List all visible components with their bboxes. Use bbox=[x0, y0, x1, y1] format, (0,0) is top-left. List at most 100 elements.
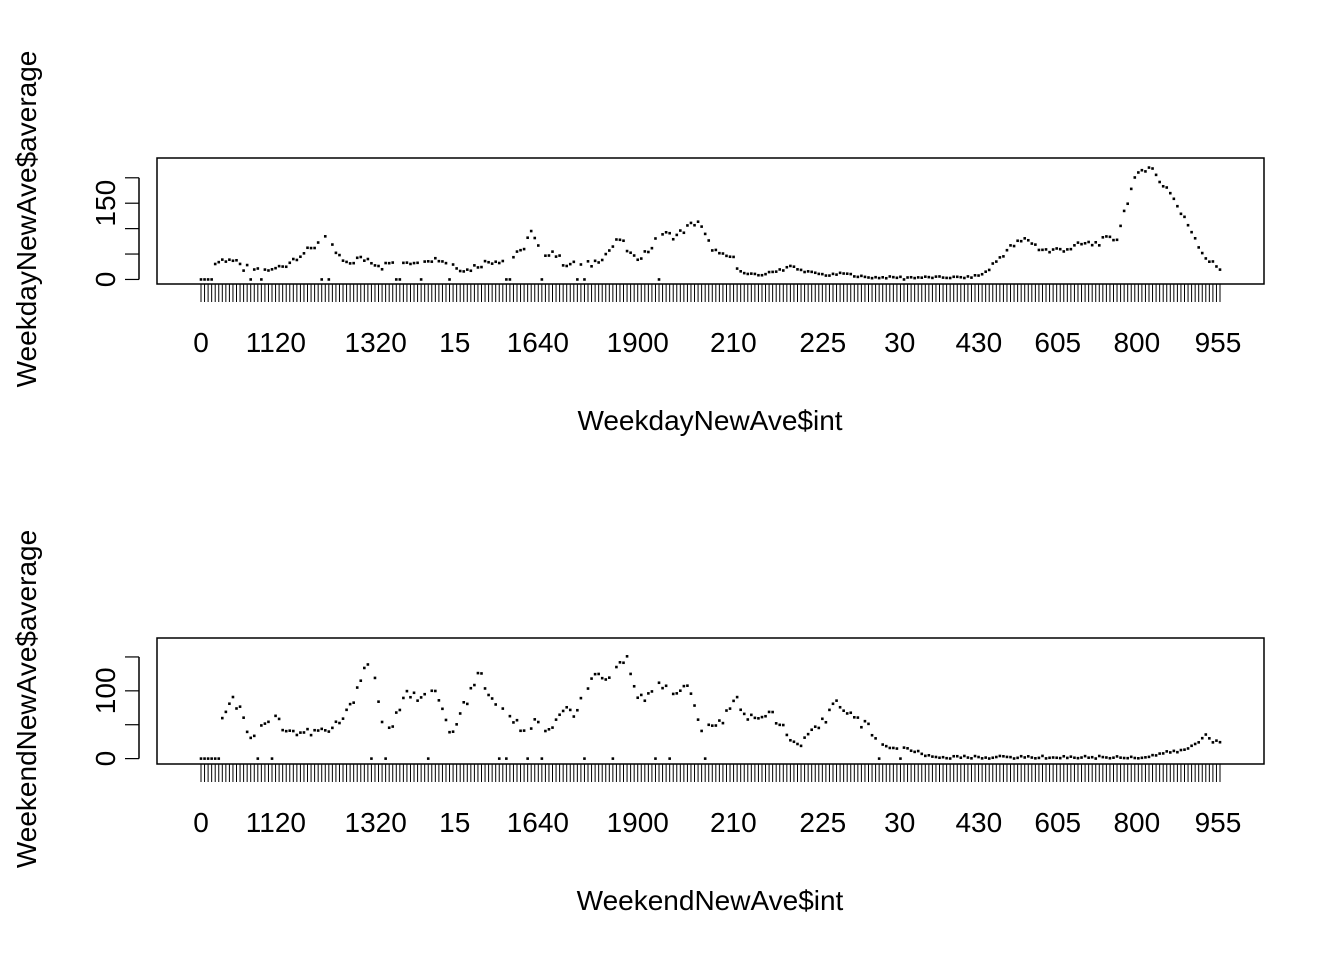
data-point bbox=[984, 270, 987, 273]
data-point bbox=[828, 708, 831, 712]
data-point bbox=[217, 757, 221, 760]
data-point bbox=[235, 258, 238, 262]
data-point bbox=[625, 249, 629, 253]
data-point bbox=[593, 672, 597, 676]
data-point bbox=[1186, 223, 1190, 227]
y-axis: 0 100 bbox=[90, 656, 140, 766]
data-point bbox=[991, 756, 995, 760]
data-point bbox=[973, 274, 977, 277]
data-point bbox=[753, 272, 757, 276]
data-point bbox=[657, 278, 661, 281]
data-point bbox=[494, 260, 497, 264]
data-point bbox=[448, 730, 451, 734]
x-axis: 0 1120 1320 15 1640 1900 210 225 30 430 605 800 955 bbox=[193, 284, 1241, 358]
data-point bbox=[767, 710, 771, 714]
plot-frame bbox=[156, 157, 1265, 285]
data-point bbox=[455, 267, 458, 270]
data-point bbox=[327, 278, 331, 281]
data-point bbox=[970, 757, 973, 760]
data-point bbox=[405, 261, 409, 264]
data-point bbox=[338, 721, 341, 725]
x-tick-label: 800 bbox=[1113, 327, 1160, 358]
data-point bbox=[1215, 265, 1218, 268]
data-point bbox=[508, 714, 512, 718]
data-point bbox=[465, 702, 469, 706]
data-point bbox=[398, 278, 402, 281]
data-point bbox=[987, 268, 991, 272]
data-point bbox=[714, 724, 718, 727]
data-point bbox=[778, 723, 782, 727]
x-tick-label: 955 bbox=[1195, 327, 1242, 358]
data-point bbox=[1012, 757, 1016, 760]
data-point bbox=[764, 272, 767, 276]
data-point bbox=[1041, 248, 1044, 252]
data-point bbox=[881, 275, 885, 279]
data-point bbox=[355, 256, 359, 260]
data-point bbox=[430, 689, 434, 693]
data-point bbox=[441, 260, 444, 263]
data-point bbox=[625, 655, 629, 658]
data-point bbox=[458, 269, 462, 273]
data-point bbox=[1158, 180, 1161, 184]
data-point bbox=[650, 690, 654, 693]
data-point bbox=[696, 220, 700, 224]
data-point bbox=[437, 699, 441, 702]
data-point bbox=[742, 271, 746, 275]
data-point bbox=[938, 275, 941, 278]
data-point bbox=[203, 278, 206, 281]
data-point bbox=[1030, 242, 1034, 245]
data-point bbox=[892, 746, 895, 750]
data-point bbox=[877, 276, 881, 280]
data-point bbox=[1151, 167, 1154, 170]
data-point bbox=[1115, 238, 1119, 242]
data-point bbox=[938, 756, 941, 760]
data-point bbox=[661, 686, 664, 690]
data-point bbox=[845, 712, 849, 715]
x-tick-label: 30 bbox=[884, 327, 915, 358]
data-point bbox=[231, 695, 235, 699]
data-point bbox=[700, 729, 703, 733]
data-point bbox=[796, 268, 799, 271]
data-point bbox=[671, 692, 675, 696]
data-point bbox=[370, 757, 373, 760]
data-point bbox=[394, 278, 398, 281]
data-point bbox=[959, 756, 963, 760]
data-point bbox=[821, 717, 824, 721]
data-point bbox=[341, 717, 345, 720]
data-point bbox=[611, 245, 615, 248]
data-point bbox=[856, 716, 860, 719]
data-point bbox=[977, 755, 980, 759]
data-point bbox=[710, 249, 714, 252]
data-point bbox=[423, 260, 426, 263]
data-point bbox=[895, 276, 899, 280]
data-point bbox=[611, 757, 615, 760]
data-point bbox=[764, 714, 767, 718]
data-point bbox=[476, 266, 480, 269]
data-point bbox=[966, 756, 970, 759]
data-point bbox=[884, 276, 888, 280]
data-point bbox=[636, 696, 640, 700]
data-point bbox=[519, 729, 522, 733]
data-point bbox=[849, 272, 853, 276]
data-point bbox=[803, 270, 806, 274]
data-point bbox=[267, 269, 270, 272]
data-point bbox=[1097, 244, 1101, 247]
x-tick-label: 1120 bbox=[246, 807, 306, 838]
data-point bbox=[892, 275, 895, 279]
data-point bbox=[320, 278, 324, 281]
data-point bbox=[725, 709, 728, 712]
data-point bbox=[558, 713, 561, 717]
data-point bbox=[725, 254, 728, 258]
data-point bbox=[696, 718, 700, 721]
data-point bbox=[487, 693, 490, 697]
data-point bbox=[796, 742, 799, 746]
y-axis: 0 150 bbox=[90, 177, 140, 287]
data-point bbox=[561, 709, 565, 713]
data-point bbox=[842, 272, 845, 275]
data-point bbox=[451, 730, 455, 733]
data-point bbox=[767, 270, 771, 274]
data-point bbox=[955, 275, 959, 279]
data-point bbox=[1023, 756, 1027, 759]
data-point bbox=[561, 264, 565, 267]
